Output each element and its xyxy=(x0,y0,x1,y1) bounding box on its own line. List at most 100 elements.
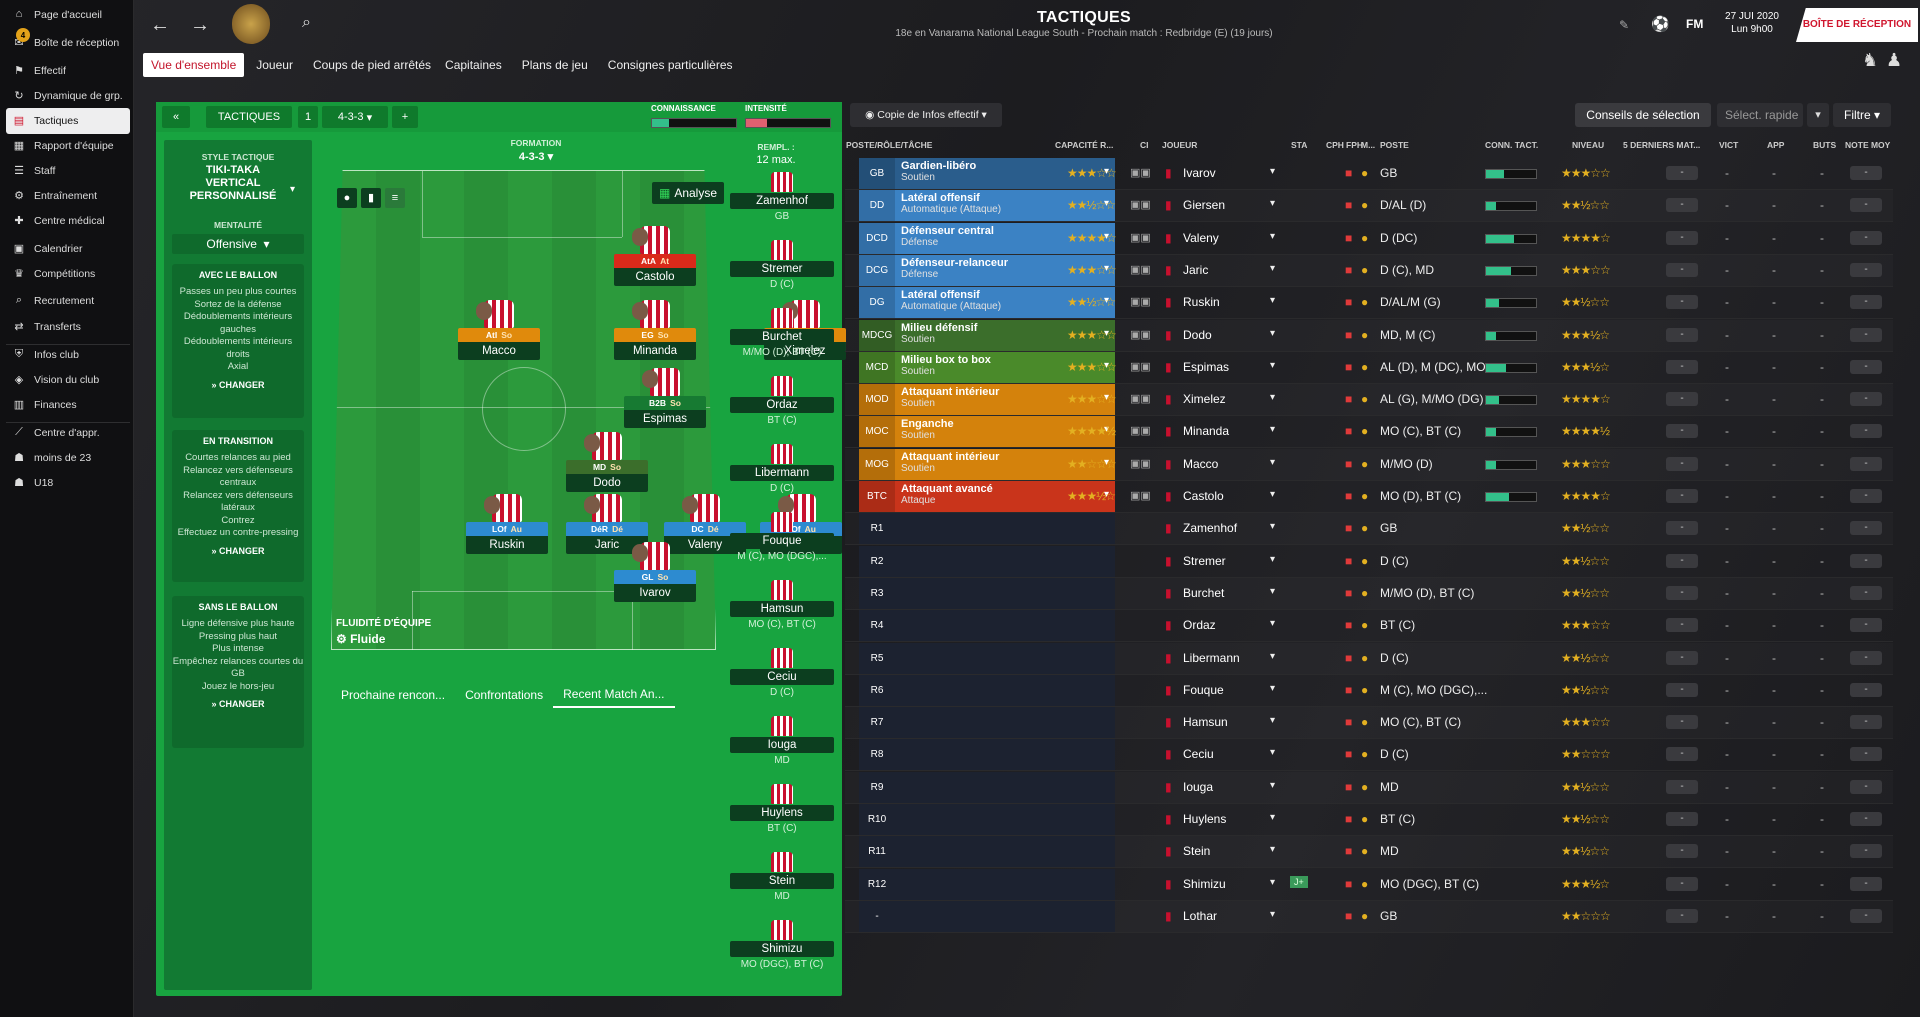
sidebar-item-trophy[interactable]: ♛ Compétitions xyxy=(6,261,130,287)
column-header[interactable]: FPH xyxy=(1346,140,1363,150)
substitute[interactable]: Stremer D (C) xyxy=(730,240,834,290)
sidebar-item-staff[interactable]: ☰ Staff xyxy=(6,158,130,184)
chevron-down-icon[interactable]: ▾ xyxy=(1270,456,1276,468)
instructions-icon[interactable]: ▣▣ xyxy=(1130,199,1151,212)
tab-4[interactable]: Plans de jeu xyxy=(521,58,588,72)
players-icon[interactable]: ♟ xyxy=(1886,50,1903,70)
role-cell[interactable]: R12 xyxy=(859,868,1115,900)
table-row[interactable]: R4 ▮ Ordaz ▾ ■ ● BT (C) ★★★☆☆ - - - - - xyxy=(845,610,1893,643)
role-cell[interactable]: R8 xyxy=(859,739,1115,771)
bar-chart-icon[interactable]: ▮ xyxy=(361,188,381,208)
table-row[interactable]: GB Gardien-libéro Soutien ▾ ★★★☆☆ ▣▣ ▮ Ivarov ▾ ■… xyxy=(845,158,1893,190)
column-header[interactable]: APP xyxy=(1767,140,1785,150)
sidebar-item-vision[interactable]: ◈ Vision du club xyxy=(6,367,130,393)
sidebar-item-inbox[interactable]: ✉ 4 Boîte de réception xyxy=(6,28,130,56)
role-cell[interactable]: R2 xyxy=(859,545,1115,577)
role-cell[interactable]: MDCG Milieu défensif Soutien ▾ xyxy=(859,319,1115,351)
instructions-icon[interactable]: ▣▣ xyxy=(1130,425,1151,438)
chevron-down-icon[interactable]: ▾ xyxy=(1103,456,1109,468)
chevron-down-icon[interactable]: ▾ xyxy=(1103,198,1109,210)
role-cell[interactable]: R9 xyxy=(859,771,1115,803)
back-arrow-icon[interactable]: ← xyxy=(150,14,170,36)
out-possession-change-button[interactable]: » CHANGER xyxy=(211,699,265,709)
substitute[interactable]: Hamsun MO (C), BT (C) xyxy=(730,580,834,630)
substitute[interactable]: Libermann D (C) xyxy=(730,444,834,494)
table-row[interactable]: R9 ▮ Iouga ▾ ■ ● MD ★★½☆☆ - - - - - xyxy=(845,771,1893,804)
chevron-down-icon[interactable]: ▾ xyxy=(1270,585,1276,597)
column-header[interactable]: CI xyxy=(1140,140,1149,150)
table-row[interactable]: R3 ▮ Burchet ▾ ■ ● M/MO (D), BT (C) ★★½☆☆ - - - - - xyxy=(845,577,1893,610)
column-header[interactable]: NOTE MOY xyxy=(1845,140,1891,150)
chevron-down-icon[interactable]: ▾ xyxy=(1103,327,1109,339)
player-name[interactable]: Shimizu xyxy=(1183,876,1226,891)
chevron-down-icon[interactable]: ▾ xyxy=(1270,230,1276,242)
player-name[interactable]: Lothar xyxy=(1183,908,1218,923)
role-cell[interactable]: MOC Enganche Soutien ▾ xyxy=(859,416,1115,448)
chevron-down-icon[interactable]: ▾ xyxy=(1103,392,1109,404)
pitch-player[interactable]: MD So Dodo xyxy=(566,432,648,492)
search-icon[interactable]: ⌕ xyxy=(302,14,311,31)
pitch-player[interactable]: DC Dé Valeny xyxy=(664,494,746,554)
chevron-down-icon[interactable]: ▾ xyxy=(1807,103,1829,127)
substitute[interactable]: Fouque M (C), MO (DGC),... xyxy=(730,512,834,562)
pitch-player[interactable]: GL So Ivarov xyxy=(614,542,696,602)
role-cell[interactable]: - xyxy=(859,900,1115,932)
add-tactic-button[interactable]: + xyxy=(392,106,418,128)
transition-box[interactable]: EN TRANSITION Courtes relances au pied Re… xyxy=(172,430,304,582)
chevron-down-icon[interactable]: ▾ xyxy=(1270,166,1276,177)
column-header[interactable]: CONN. TACT. xyxy=(1485,140,1539,150)
mentality-dropdown[interactable]: Offensive ▾ xyxy=(172,234,304,254)
tactic-slot-button[interactable]: 1 xyxy=(298,106,318,128)
in-possession-box[interactable]: AVEC LE BALLON Passes un peu plus courte… xyxy=(172,264,304,418)
sidebar-item-medical[interactable]: ✚ Centre médical xyxy=(6,208,130,234)
substitute[interactable]: Burchet M/MO (D), BT (C) xyxy=(730,308,834,358)
role-cell[interactable]: GB Gardien-libéro Soutien ▾ xyxy=(859,158,1115,189)
table-row[interactable]: DCD Défenseur central Défense ▾ ★★★★☆ ▣▣ ▮ Vale… xyxy=(845,222,1893,255)
instructions-icon[interactable]: ▣▣ xyxy=(1130,457,1151,470)
table-row[interactable]: - ▮ Lothar ▾ ■ ● GB ★★☆☆☆ - - - - - xyxy=(845,900,1893,933)
chevron-down-icon[interactable]: ▾ xyxy=(1270,198,1276,210)
forward-arrow-icon[interactable]: → xyxy=(190,14,210,36)
chevron-down-icon[interactable]: ▾ xyxy=(1270,650,1276,662)
sidebar-item-report[interactable]: ▦ Rapport d'équipe xyxy=(6,133,130,159)
role-cell[interactable]: R5 xyxy=(859,642,1115,674)
tab-3[interactable]: Capitaines xyxy=(445,58,502,72)
column-header[interactable]: 5 DERNIERS MAT... xyxy=(1623,140,1701,150)
instructions-icon[interactable]: ▣▣ xyxy=(1130,328,1151,341)
chevron-down-icon[interactable]: ▾ xyxy=(1270,779,1276,791)
chevron-down-icon[interactable]: ▾ xyxy=(1270,359,1276,371)
chevron-down-icon[interactable]: ▾ xyxy=(1270,747,1276,759)
column-header[interactable]: NIVEAU xyxy=(1572,140,1605,150)
bottom-tab-1[interactable]: Confrontations xyxy=(465,688,544,702)
bottom-tab-2[interactable]: Recent Match An... xyxy=(553,682,675,708)
sidebar-item-club-info[interactable]: ⛨ Infos club xyxy=(6,342,130,368)
role-cell[interactable]: R6 xyxy=(859,674,1115,706)
table-row[interactable]: R11 ▮ Stein ▾ ■ ● MD ★★½☆☆ - - - - - xyxy=(845,836,1893,869)
player-name[interactable]: Ceciu xyxy=(1183,747,1214,762)
role-cell[interactable]: DD Latéral offensif Automatique (Attaque) ▾ xyxy=(859,190,1115,222)
player-name[interactable]: Ordaz xyxy=(1183,618,1216,633)
style-name[interactable]: TIKI-TAKA VERTICAL PERSONNALISÉ xyxy=(189,164,277,202)
table-row[interactable]: DD Latéral offensif Automatique (Attaque) ▾… xyxy=(845,190,1893,223)
quick-select-input[interactable]: Sélect. rapide xyxy=(1717,103,1803,127)
staff-icon[interactable]: ♞ xyxy=(1862,50,1879,70)
tab-1[interactable]: Joueur xyxy=(256,58,293,72)
column-header[interactable]: CPH xyxy=(1326,140,1344,150)
chevron-down-icon[interactable]: ▾ xyxy=(1270,618,1276,630)
column-header[interactable]: CAPACITÉ R... xyxy=(1055,140,1114,150)
chevron-down-icon[interactable]: ▾ xyxy=(1270,844,1276,856)
pitch-player[interactable]: AtA At Castolo xyxy=(614,226,696,286)
player-name[interactable]: Ximelez xyxy=(1183,392,1226,407)
in-possession-change-button[interactable]: » CHANGER xyxy=(211,379,265,390)
role-cell[interactable]: R4 xyxy=(859,610,1115,642)
table-row[interactable]: R10 ▮ Huylens ▾ ■ ● BT (C) ★★½☆☆ - - - - - xyxy=(845,804,1893,836)
column-header[interactable]: STA xyxy=(1291,140,1308,150)
role-cell[interactable]: MOG Attaquant intérieur Soutien ▾ xyxy=(859,448,1115,480)
date-display[interactable]: 27 JUI 2020 Lun 9h00 xyxy=(1720,10,1784,36)
chevron-down-icon[interactable]: ▾ xyxy=(1103,230,1109,242)
instructions-icon[interactable]: ▣▣ xyxy=(1130,296,1151,309)
substitute[interactable]: Huylens BT (C) xyxy=(730,784,834,834)
chevron-down-icon[interactable]: ▾ xyxy=(1270,553,1276,565)
table-row[interactable]: MOD Attaquant intérieur Soutien ▾ ★★★☆☆ ▣▣ ▮ Xi… xyxy=(845,384,1893,417)
substitute[interactable]: Ordaz BT (C) xyxy=(730,376,834,426)
